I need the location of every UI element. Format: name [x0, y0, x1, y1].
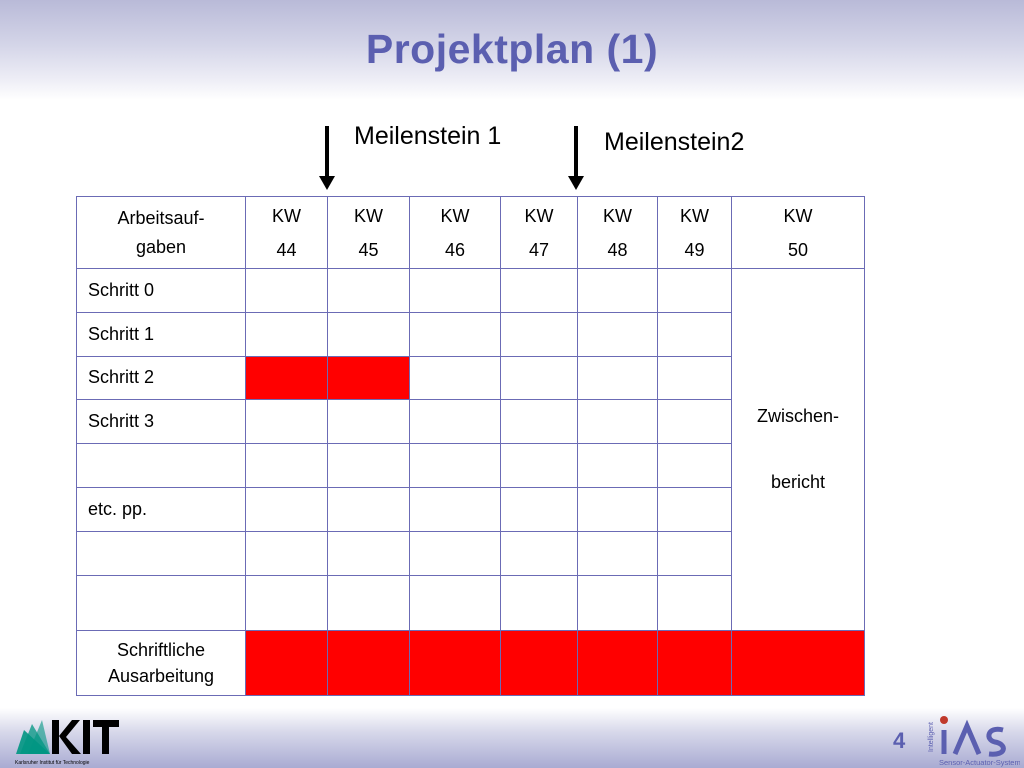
task-cell [76, 443, 246, 488]
milestone-1-arrow [319, 126, 335, 190]
week-cell [327, 530, 410, 576]
week-cell [577, 311, 658, 357]
filled-week-cell [327, 355, 410, 401]
week-cell [327, 574, 410, 631]
task-cell: Schritt 1 [76, 311, 246, 357]
week-cell [500, 268, 578, 313]
week-cell [657, 268, 732, 313]
milestone-2-label: Meilenstein2 [604, 128, 745, 156]
zwischenbericht-cell: Zwischen- bericht [731, 268, 865, 631]
week-cell [500, 443, 578, 488]
week-cell [657, 530, 732, 576]
week-cell [409, 268, 501, 313]
week-cell [577, 574, 658, 631]
header-week: KW 47 [500, 196, 578, 269]
ias-subtitle: Sensor-Actuator-Systems [939, 758, 1020, 767]
header-week: KW 46 [409, 196, 501, 269]
task-cell: Schritt 0 [76, 268, 246, 313]
week-cell [245, 486, 328, 532]
filled-week-cell [657, 629, 732, 696]
week-cell [327, 311, 410, 357]
ias-logo: Intelligent Sensor-Actuator-Systems [928, 716, 1020, 767]
table-row: Schritt 0 Zwischen- bericht [76, 268, 865, 631]
week-cell [245, 443, 328, 488]
week-cell [500, 355, 578, 401]
task-cell: Schritt 2 [76, 355, 246, 401]
week-cell [577, 355, 658, 401]
slide-title: Projektplan (1) [365, 26, 659, 72]
week-cell [245, 311, 328, 357]
week-cell [657, 311, 732, 357]
header-week: KW 45 [327, 196, 410, 269]
week-cell [409, 311, 501, 357]
filled-week-cell [327, 629, 410, 696]
filled-week-cell [577, 629, 658, 696]
task-cell: Schritt 3 [76, 399, 246, 445]
week-cell [409, 574, 501, 631]
table-row: Schritt 2 [76, 355, 865, 401]
header-week: KW 48 [577, 196, 658, 269]
final-row: Schriftliche Ausarbeitung [76, 629, 865, 696]
week-cell [327, 443, 410, 488]
week-cell [327, 268, 410, 313]
week-cell [577, 399, 658, 445]
week-cell [577, 530, 658, 576]
filled-week-cell [245, 355, 328, 401]
week-cell [657, 443, 732, 488]
ias-vertical-text: Intelligent [928, 722, 935, 752]
filled-week-cell [409, 629, 501, 696]
week-cell [327, 486, 410, 532]
week-cell [500, 399, 578, 445]
table-row: etc. pp. [76, 486, 865, 532]
week-cell [500, 530, 578, 576]
table-row [76, 530, 865, 576]
week-cell [657, 486, 732, 532]
kit-subtitle: Karlsruher Institut für Technologie [15, 760, 90, 766]
week-cell [409, 486, 501, 532]
filled-week-cell [731, 629, 865, 696]
filled-week-cell [500, 629, 578, 696]
week-cell [409, 355, 501, 401]
milestone-2-arrow [568, 126, 584, 190]
week-cell [327, 399, 410, 445]
week-cell [577, 268, 658, 313]
task-cell: etc. pp. [76, 486, 246, 532]
week-cell [245, 530, 328, 576]
week-cell [245, 574, 328, 631]
header-row: Arbeitsauf- gaben KW 44 KW 45 KW 46 KW 47 KW … [76, 196, 865, 269]
week-cell [577, 486, 658, 532]
task-cell [76, 574, 246, 631]
footer-band [0, 708, 1024, 768]
week-cell [500, 311, 578, 357]
header-week: KW 49 [657, 196, 732, 269]
page-number: 4 [893, 728, 906, 753]
task-cell [76, 530, 246, 576]
filled-week-cell [245, 629, 328, 696]
week-cell [500, 486, 578, 532]
week-cell [245, 268, 328, 313]
final-task-cell: Schriftliche Ausarbeitung [76, 629, 246, 696]
project-plan-table: Arbeitsauf- gaben KW 44 KW 45 KW 46 KW 47 KW … [76, 196, 865, 696]
week-cell [577, 443, 658, 488]
header-tasks: Arbeitsauf- gaben [76, 196, 246, 269]
week-cell [657, 574, 732, 631]
week-cell [409, 443, 501, 488]
table-row: Schritt 3 [76, 399, 865, 445]
week-cell [245, 399, 328, 445]
kit-logo: Karlsruher Institut für Technologie [15, 720, 119, 766]
week-cell [657, 355, 732, 401]
week-cell [657, 399, 732, 445]
week-cell [409, 530, 501, 576]
header-week: KW 50 [731, 196, 865, 269]
header-week: KW 44 [245, 196, 328, 269]
header-band [0, 0, 1024, 100]
week-cell [500, 574, 578, 631]
week-cell [409, 399, 501, 445]
milestone-1-label: Meilenstein 1 [354, 122, 502, 150]
